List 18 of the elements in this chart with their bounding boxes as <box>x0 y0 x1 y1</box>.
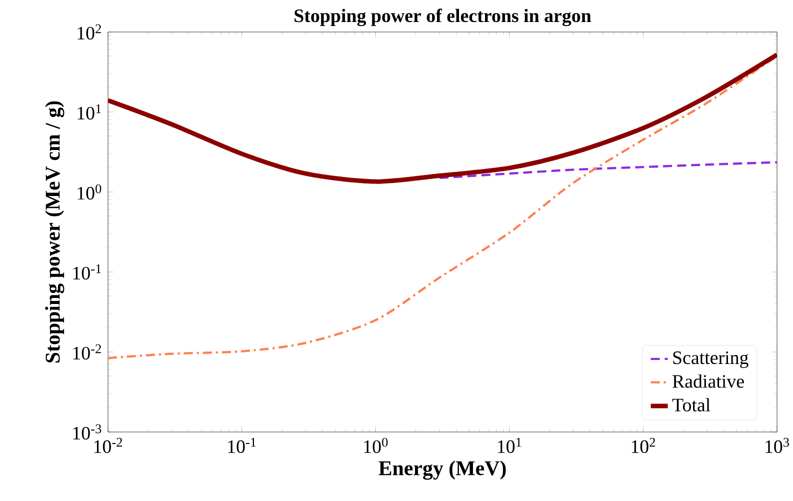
y-tick-label: 10$^{-1}$ <box>73 264 101 280</box>
legend-label: Scattering <box>673 351 748 368</box>
y-tick-label: 10$^{-2}$ <box>73 344 101 360</box>
y-axis-title: Stopping power (MeV cm / g) <box>45 101 64 362</box>
y-tick-label: 10$^{-3}$ <box>73 424 102 440</box>
chart-title: Stopping power of electrons in argon <box>294 8 592 26</box>
y-tick-label: 10$^{1}$ <box>78 104 101 120</box>
x-tick-label: 10$^{-1}$ <box>228 438 256 454</box>
x-tick-label: 10$^{-2}$ <box>94 438 122 454</box>
x-tick-label: 10$^{1}$ <box>498 438 522 454</box>
x-tick-label: 10$^{0}$ <box>364 438 388 454</box>
x-axis-title: Energy (MeV) <box>378 460 506 480</box>
y-tick-label: 10$^{0}$ <box>78 184 102 200</box>
legend-label: Total <box>672 398 710 412</box>
y-tick-label: 10$^{2}$ <box>78 24 101 40</box>
x-tick-label: 10$^{3}$ <box>766 438 790 454</box>
x-tick-label: 10$^{2}$ <box>632 438 655 454</box>
legend-label: Radiative <box>672 374 744 388</box>
